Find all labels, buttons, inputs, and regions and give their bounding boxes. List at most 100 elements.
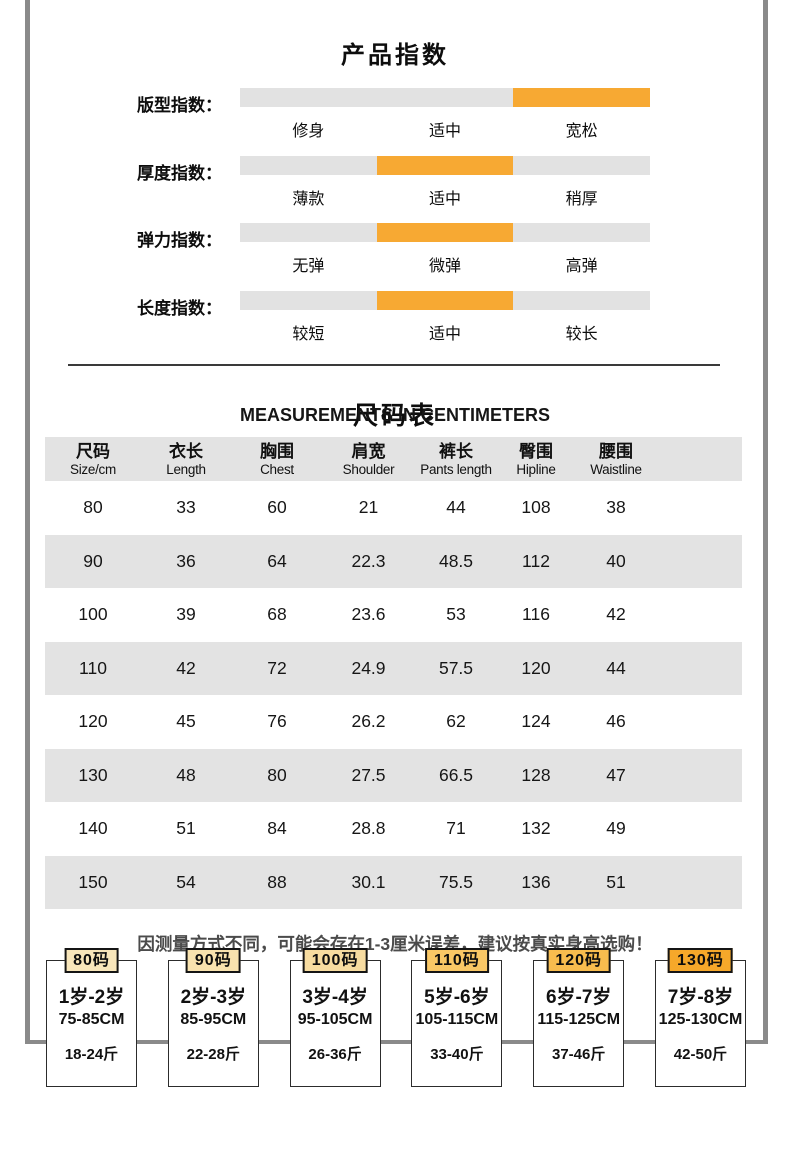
product-index-section: 版型指数： 修身 适中 宽松 厚度指数： 薄款 适中 稍厚 弹力指数： 无弹 微弹 高弹 长度指数： 较短… — [0, 88, 790, 363]
column-header-en: Chest — [260, 462, 294, 477]
size-table-row: 130 48 80 27.5 66.5 128 47 — [45, 748, 742, 802]
size-table-cell: 26.2 — [351, 711, 386, 732]
index-row-label: 弹力指数： — [137, 231, 222, 250]
size-table-row: 120 45 76 26.2 62 124 46 — [45, 695, 742, 749]
size-table-cell: 44 — [606, 657, 626, 678]
column-header-en: Shoulder — [342, 462, 395, 477]
size-chart-subtitle: MEASUREMENTS IN CENTIMETERS — [239, 405, 551, 425]
frame-line-bottom — [25, 1040, 768, 1044]
size-table-row: 90 36 64 22.3 48.5 112 40 — [45, 534, 742, 588]
index-bar-options: 修身 适中 宽松 — [240, 117, 650, 141]
index-option-label: 微弹 — [429, 258, 462, 275]
size-card-weight: 26-36斤 — [308, 1046, 362, 1063]
size-card-box: 7岁-8岁 125-130CM 42-50斤 — [654, 960, 746, 1087]
column-header-en: Hipline — [516, 462, 556, 477]
size-table-cell: 27.5 — [351, 764, 386, 785]
size-table-cell: 36 — [176, 550, 196, 571]
size-table-cell: 45 — [176, 711, 196, 732]
column-header-zh: 尺码 — [76, 442, 110, 461]
size-card-height: 105-115CM — [415, 1011, 499, 1028]
size-table-cell: 48.5 — [438, 550, 474, 571]
size-table-cell: 57.5 — [438, 657, 474, 678]
column-header-zh: 臀围 — [519, 442, 553, 461]
column-header-zh: 腰围 — [599, 442, 633, 461]
product-index-row: 版型指数： 修身 适中 宽松 — [0, 88, 790, 150]
size-table-cell: 140 — [78, 818, 108, 839]
index-bar-options: 较短 适中 较长 — [240, 320, 650, 344]
size-table-row: 100 39 68 23.6 53 116 42 — [45, 588, 742, 642]
index-bar — [240, 223, 651, 242]
size-table: 尺码 Size/cm 衣长 Length 胸围 Chest 肩宽 Shoulder 裤长 Pant… — [45, 437, 742, 909]
column-header-zh: 裤长 — [439, 442, 473, 461]
size-table-column-header: 腰围 Waistline — [574, 442, 658, 477]
product-index-row: 长度指数： 较短 适中 较长 — [0, 290, 790, 353]
size-card-height: 75-85CM — [58, 1011, 125, 1028]
size-card-weight: 22-28斤 — [186, 1046, 240, 1063]
size-table-cell: 75.5 — [438, 871, 474, 892]
size-card-age: 7岁-8岁 — [667, 987, 734, 1008]
size-table-cell: 54 — [176, 871, 196, 892]
size-table-row: 80 33 60 21 44 108 38 — [45, 481, 742, 535]
size-card-badge: 110码 — [424, 948, 489, 973]
size-card: 110码 5岁-6岁 105-115CM 33-40斤 — [411, 948, 503, 1088]
size-recommendation-cards: 80码 1岁-2岁 75-85CM 18-24斤 90码 2岁-3岁 85-95CM 22-2… — [46, 948, 746, 1088]
size-table-cell: 128 — [521, 764, 551, 785]
size-card-weight: 18-24斤 — [64, 1046, 119, 1063]
index-row-label: 版型指数： — [137, 96, 222, 115]
size-table-cell: 108 — [521, 497, 551, 518]
size-card-badge: 100码 — [302, 948, 368, 973]
size-card-box: 3岁-4岁 95-105CM 26-36斤 — [289, 960, 381, 1087]
size-table-cell: 64 — [267, 550, 287, 571]
index-option-label: 适中 — [429, 123, 462, 140]
index-option-label: 宽松 — [565, 123, 598, 140]
size-table-cell: 66.5 — [438, 764, 474, 785]
size-table-cell: 84 — [267, 818, 287, 839]
size-table-cell: 150 — [78, 871, 108, 892]
size-table-cell: 110 — [79, 657, 107, 678]
size-table-cell: 120 — [78, 711, 108, 732]
section-divider — [68, 364, 720, 366]
size-table-cell: 76 — [267, 711, 287, 732]
size-table-cell: 80 — [83, 497, 103, 518]
size-table-cell: 33 — [176, 497, 196, 518]
size-card: 90码 2岁-3岁 85-95CM 22-28斤 — [167, 948, 259, 1088]
size-card: 80码 1岁-2岁 75-85CM 18-24斤 — [46, 948, 137, 1088]
size-table-cell: 132 — [521, 818, 551, 839]
index-row-label: 厚度指数： — [137, 163, 222, 183]
product-index-row: 厚度指数： 薄款 适中 稍厚 — [0, 155, 790, 218]
size-table-row: 110 42 72 24.9 57.5 120 44 — [45, 641, 742, 695]
size-table-cell: 39 — [176, 604, 196, 625]
size-card-box: 2岁-3岁 85-95CM 22-28斤 — [167, 960, 259, 1087]
size-card-age: 5岁-6岁 — [424, 987, 490, 1008]
size-table-cell: 42 — [606, 604, 626, 625]
size-card-height: 85-95CM — [180, 1011, 247, 1028]
size-table-cell: 28.8 — [351, 818, 386, 839]
index-bar-segment — [513, 223, 651, 242]
size-card-badge: 130码 — [668, 948, 733, 973]
size-table-cell: 51 — [606, 871, 626, 892]
size-card-badge: 80码 — [64, 948, 119, 973]
frame-line-right — [763, 0, 768, 1044]
size-table-cell: 46 — [606, 711, 626, 732]
size-card: 130码 7岁-8岁 125-130CM 42-50斤 — [654, 948, 746, 1088]
size-chart-title: 尺码表 — [352, 401, 437, 430]
index-option-label: 稍厚 — [565, 190, 598, 208]
size-table-column-header: 胸围 Chest — [231, 442, 323, 477]
size-card-badge: 120码 — [546, 948, 612, 973]
size-table-cell: 100 — [78, 604, 108, 625]
index-bar-segment — [513, 155, 651, 175]
size-table-cell: 112 — [522, 550, 550, 571]
index-bar-segment — [376, 88, 514, 107]
size-table-cell: 130 — [78, 764, 108, 785]
size-table-cell: 23.6 — [351, 604, 386, 625]
size-table-cell: 88 — [267, 871, 287, 892]
column-header-en: Length — [166, 462, 206, 477]
index-option-label: 高弹 — [565, 258, 598, 275]
size-table-cell: 49 — [606, 818, 626, 839]
index-option-label: 适中 — [429, 325, 462, 343]
product-index-title: 产品指数 — [341, 42, 449, 70]
index-bar — [240, 155, 651, 175]
size-card-height: 125-130CM — [658, 1011, 743, 1028]
index-bar-options: 薄款 适中 稍厚 — [240, 185, 650, 209]
index-option-label: 薄款 — [292, 190, 325, 208]
